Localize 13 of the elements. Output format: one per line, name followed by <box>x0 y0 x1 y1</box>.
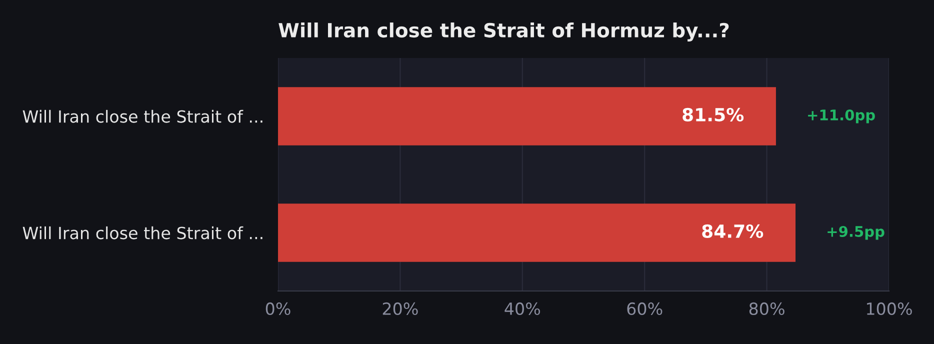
x-tick-label: 20% <box>382 302 418 316</box>
chart-title: Will Iran close the Strait of Hormuz by...? <box>278 22 729 42</box>
x-tick-label: 100% <box>867 302 912 316</box>
x-tick-label: 0% <box>266 302 290 316</box>
y-tick-label: Will Iran close the Strait of ... <box>22 226 262 240</box>
annotation: +11.0pp <box>808 109 875 124</box>
x-tick-label: 60% <box>627 302 662 316</box>
data-label: 81.5% <box>682 108 744 122</box>
x-tick-label: 80% <box>749 302 784 316</box>
annotation: +9.5pp <box>828 226 884 240</box>
y-tick-label: Will Iran close the Strait of ... <box>22 110 262 123</box>
data-label: 84.7% <box>702 224 764 238</box>
x-tick-label: 40% <box>504 302 540 316</box>
